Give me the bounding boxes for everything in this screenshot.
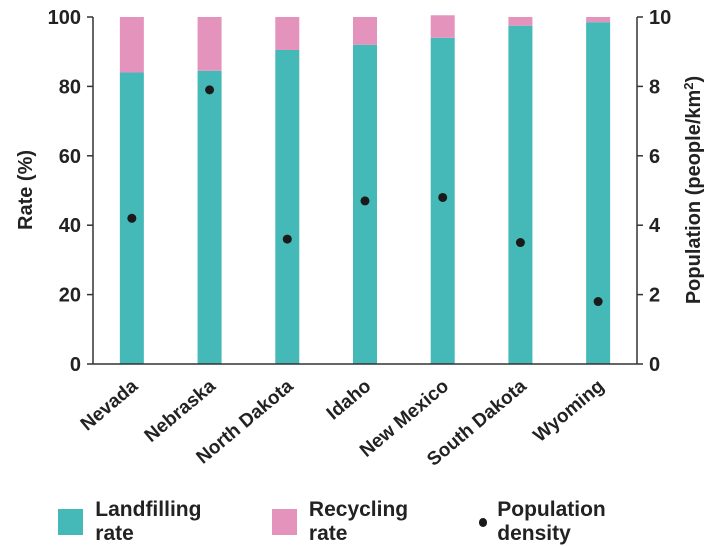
legend-item-population: Population density — [478, 498, 680, 546]
population-dot-new-mexico — [438, 192, 448, 202]
y-tick-label-60: 60 — [59, 146, 81, 168]
population-dot-south-dakota — [515, 238, 525, 248]
legend-label-recycling: Recycling rate — [308, 498, 409, 545]
bar-recycling-rate-south-dakota — [508, 17, 533, 26]
legend-marker-population — [478, 517, 488, 527]
y2-axis-title-main: Population (people/km — [683, 90, 705, 304]
bar-landfilling-rate-nebraska — [197, 70, 222, 364]
bar-landfilling-rate-wyoming — [586, 22, 611, 365]
population-dot-idaho — [360, 196, 370, 206]
legend-item-landfilling: Landfilling rate — [58, 498, 242, 546]
y-axis-title: Rate (%) — [15, 150, 37, 230]
legend-swatch-landfilling — [58, 509, 84, 535]
y2-tick-label-6: 6 — [649, 146, 660, 168]
bar-recycling-rate-north-dakota — [275, 17, 300, 50]
y2-tick-label-4: 4 — [649, 215, 661, 237]
y2-axis-title-superscript: 2 — [681, 82, 696, 89]
legend-label-landfilling: Landfilling rate — [95, 498, 202, 545]
bar-recycling-rate-nebraska — [197, 17, 222, 71]
x-tick-label-nebraska: Nebraska — [141, 375, 220, 446]
x-tick-label-nevada: Nevada — [77, 375, 143, 435]
legend-swatch-recycling — [271, 509, 297, 535]
bar-recycling-rate-idaho — [353, 17, 377, 45]
right-axis-ticks: 0 2 4 6 8 10 — [637, 7, 671, 376]
y-tick-label-80: 80 — [59, 76, 81, 98]
legend-label-population: Population density — [497, 498, 606, 545]
population-dot-north-dakota — [282, 234, 292, 244]
y2-tick-label-10: 10 — [649, 7, 671, 29]
population-dots-layer — [127, 85, 603, 307]
y2-tick-label-0: 0 — [649, 354, 660, 376]
bar-recycling-rate-new-mexico — [430, 15, 455, 38]
population-dot-wyoming — [593, 297, 603, 307]
y2-tick-label-8: 8 — [649, 76, 660, 98]
y2-axis-title: Population (people/km2) — [681, 76, 706, 304]
population-dot-nebraska — [205, 85, 215, 95]
y-tick-label-100: 100 — [48, 7, 81, 29]
x-tick-label-wyoming: Wyoming — [530, 376, 609, 447]
left-axis-ticks: 0 20 40 60 80 100 — [48, 7, 93, 376]
legend: Landfilling rate Recycling rate Populati… — [58, 498, 710, 545]
bars-layer — [119, 15, 611, 365]
y-tick-label-0: 0 — [70, 354, 81, 376]
y2-axis-title-end: ) — [683, 76, 705, 83]
population-dot-nevada — [127, 213, 137, 223]
legend-item-recycling: Recycling rate — [271, 498, 449, 546]
y-tick-label-20: 20 — [59, 285, 81, 307]
bar-recycling-rate-wyoming — [586, 17, 611, 23]
y2-tick-label-2: 2 — [649, 285, 660, 307]
bar-recycling-rate-nevada — [119, 17, 144, 73]
bar-landfilling-rate-south-dakota — [508, 25, 533, 365]
y-tick-label-40: 40 — [59, 215, 81, 237]
bar-landfilling-rate-north-dakota — [275, 49, 300, 365]
x-tick-label-idaho: Idaho — [323, 376, 375, 425]
